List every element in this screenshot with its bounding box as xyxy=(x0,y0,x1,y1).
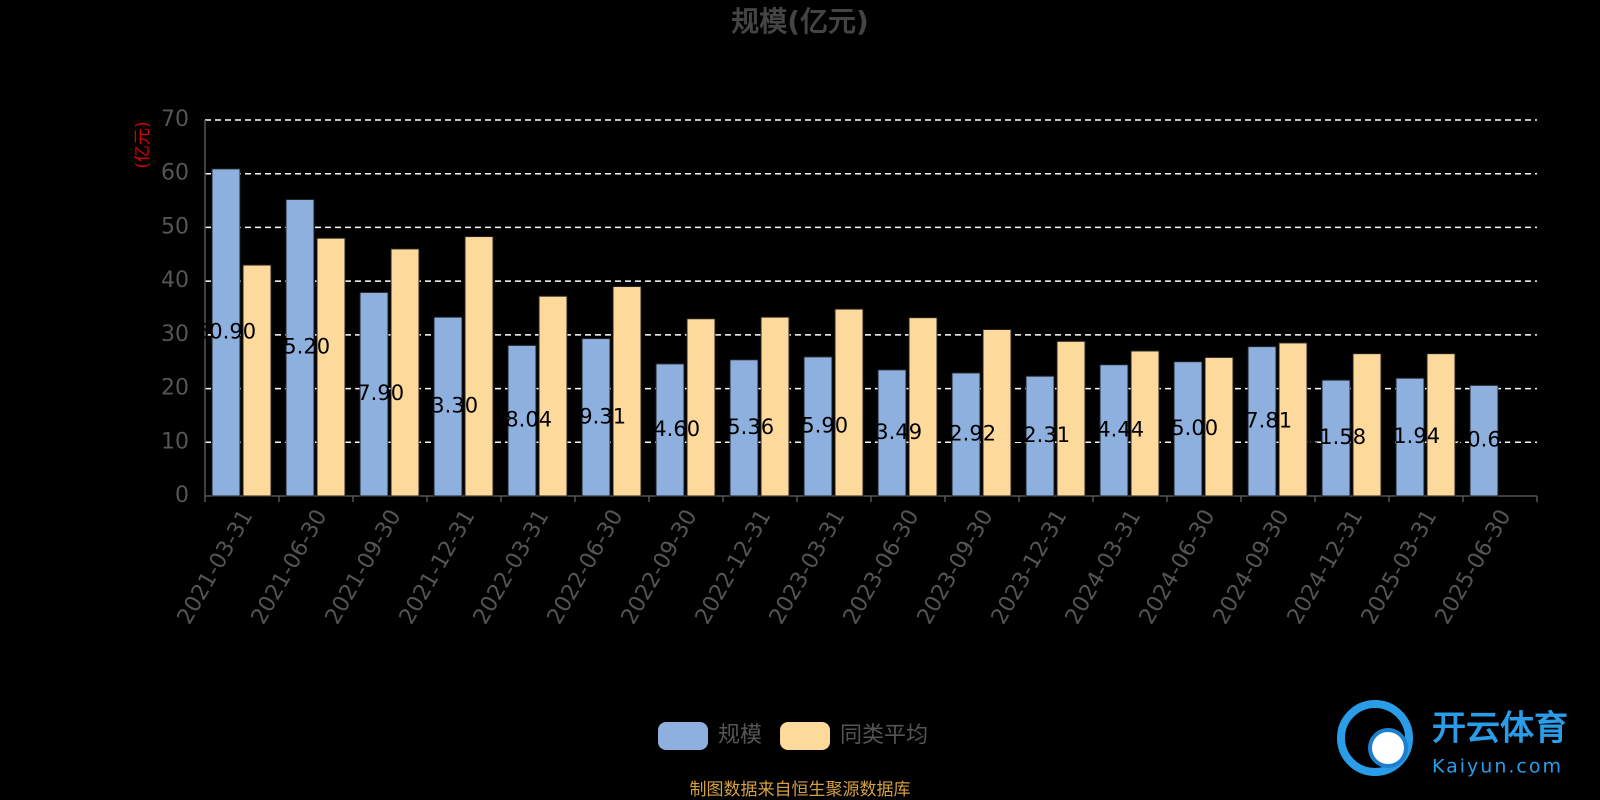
data-label: 24.60 xyxy=(640,417,700,441)
x-tick-label: 2021-12-31 xyxy=(395,506,481,629)
bar xyxy=(655,363,685,497)
bar xyxy=(834,308,864,497)
x-tick-label: 2024-06-30 xyxy=(1135,506,1221,629)
logo-ball xyxy=(1368,728,1408,768)
bar xyxy=(877,369,907,497)
y-tick-label: 60 xyxy=(161,161,189,186)
bar xyxy=(1099,364,1129,497)
bar xyxy=(507,344,537,497)
x-tick-label: 2024-09-30 xyxy=(1209,506,1295,629)
bar xyxy=(464,236,494,497)
y-axis-label: (亿元) xyxy=(133,121,153,168)
bar xyxy=(316,237,346,497)
data-label: 29.31 xyxy=(566,404,626,428)
bar xyxy=(951,372,981,497)
y-tick-label: 10 xyxy=(161,429,189,454)
logo-ring xyxy=(1337,700,1413,776)
legend-swatch xyxy=(658,722,708,750)
bar xyxy=(1056,340,1086,497)
data-label: 20.60 xyxy=(1454,428,1514,452)
bar xyxy=(1130,350,1160,497)
x-tick-label: 2022-12-31 xyxy=(691,506,777,629)
y-tick-label: 0 xyxy=(175,483,189,508)
data-label: 28.04 xyxy=(492,408,552,432)
legend-label: 同类平均 xyxy=(840,723,928,748)
bar xyxy=(433,316,463,497)
y-tick-label: 30 xyxy=(161,322,189,347)
bar xyxy=(390,248,420,497)
bar xyxy=(1204,356,1234,497)
watermark: 开云体育 Kaiyun.com xyxy=(1337,700,1568,778)
bar xyxy=(908,317,938,497)
bar xyxy=(1173,361,1203,497)
x-tick-label: 2023-03-31 xyxy=(765,506,851,629)
data-label: 33.30 xyxy=(418,394,478,418)
bar xyxy=(612,286,642,497)
data-label: 22.31 xyxy=(1010,423,1070,447)
data-label: 37.90 xyxy=(344,381,404,405)
x-tick-label: 2021-09-30 xyxy=(321,506,407,629)
x-tick-label: 2024-03-31 xyxy=(1061,506,1147,629)
legend-swatch xyxy=(780,722,831,750)
bar xyxy=(803,356,833,497)
bar xyxy=(1025,375,1055,497)
data-label: 24.44 xyxy=(1084,417,1144,441)
x-tick-label: 2022-06-30 xyxy=(543,506,629,629)
x-tick-label: 2022-09-30 xyxy=(617,506,703,629)
data-label: 27.81 xyxy=(1232,408,1292,432)
bar xyxy=(1321,379,1351,497)
data-label: 21.58 xyxy=(1306,425,1366,449)
data-label: 60.90 xyxy=(196,319,256,343)
bar xyxy=(686,318,716,497)
chart-title: 规模(亿元) xyxy=(731,5,869,38)
bar xyxy=(242,264,272,497)
bar xyxy=(982,328,1012,497)
data-label: 25.36 xyxy=(714,415,774,439)
data-label: 55.20 xyxy=(270,335,330,359)
x-tick-label: 2023-12-31 xyxy=(987,506,1073,629)
data-label: 25.00 xyxy=(1158,416,1218,440)
data-label: 23.49 xyxy=(862,420,922,444)
data-label: 21.94 xyxy=(1380,424,1440,448)
bar xyxy=(285,198,315,497)
data-label: 25.90 xyxy=(788,413,848,437)
y-tick-label: 20 xyxy=(161,376,189,401)
watermark-site: Kaiyun.com xyxy=(1432,756,1563,778)
x-tick-label: 2022-03-31 xyxy=(469,506,555,629)
bar xyxy=(1278,342,1308,497)
bar xyxy=(729,359,759,497)
bar xyxy=(1426,353,1456,497)
x-tick-label: 2025-06-30 xyxy=(1431,506,1517,629)
x-tick-label: 2021-06-30 xyxy=(247,506,333,629)
bar xyxy=(760,316,790,497)
x-tick-label: 2023-09-30 xyxy=(913,506,999,629)
bar xyxy=(211,168,241,497)
bar xyxy=(1352,353,1382,497)
bar xyxy=(538,295,568,497)
bar xyxy=(1469,384,1499,497)
bar xyxy=(1247,346,1277,497)
x-tick-label: 2025-03-31 xyxy=(1357,506,1443,629)
bar xyxy=(1395,377,1425,497)
bar xyxy=(581,338,611,497)
watermark-name: 开云体育 xyxy=(1432,709,1568,749)
y-tick-label: 40 xyxy=(161,268,189,293)
x-tick-label: 2021-03-31 xyxy=(173,506,259,629)
source-note: 制图数据来自恒生聚源数据库 xyxy=(690,780,911,800)
bar xyxy=(359,291,389,497)
y-tick-label: 50 xyxy=(161,214,189,239)
legend-label: 规模 xyxy=(718,723,762,748)
x-tick-label: 2023-06-30 xyxy=(839,506,925,629)
x-tick-label: 2024-12-31 xyxy=(1283,506,1369,629)
y-tick-label: 70 xyxy=(161,107,189,132)
data-label: 22.92 xyxy=(936,421,996,445)
